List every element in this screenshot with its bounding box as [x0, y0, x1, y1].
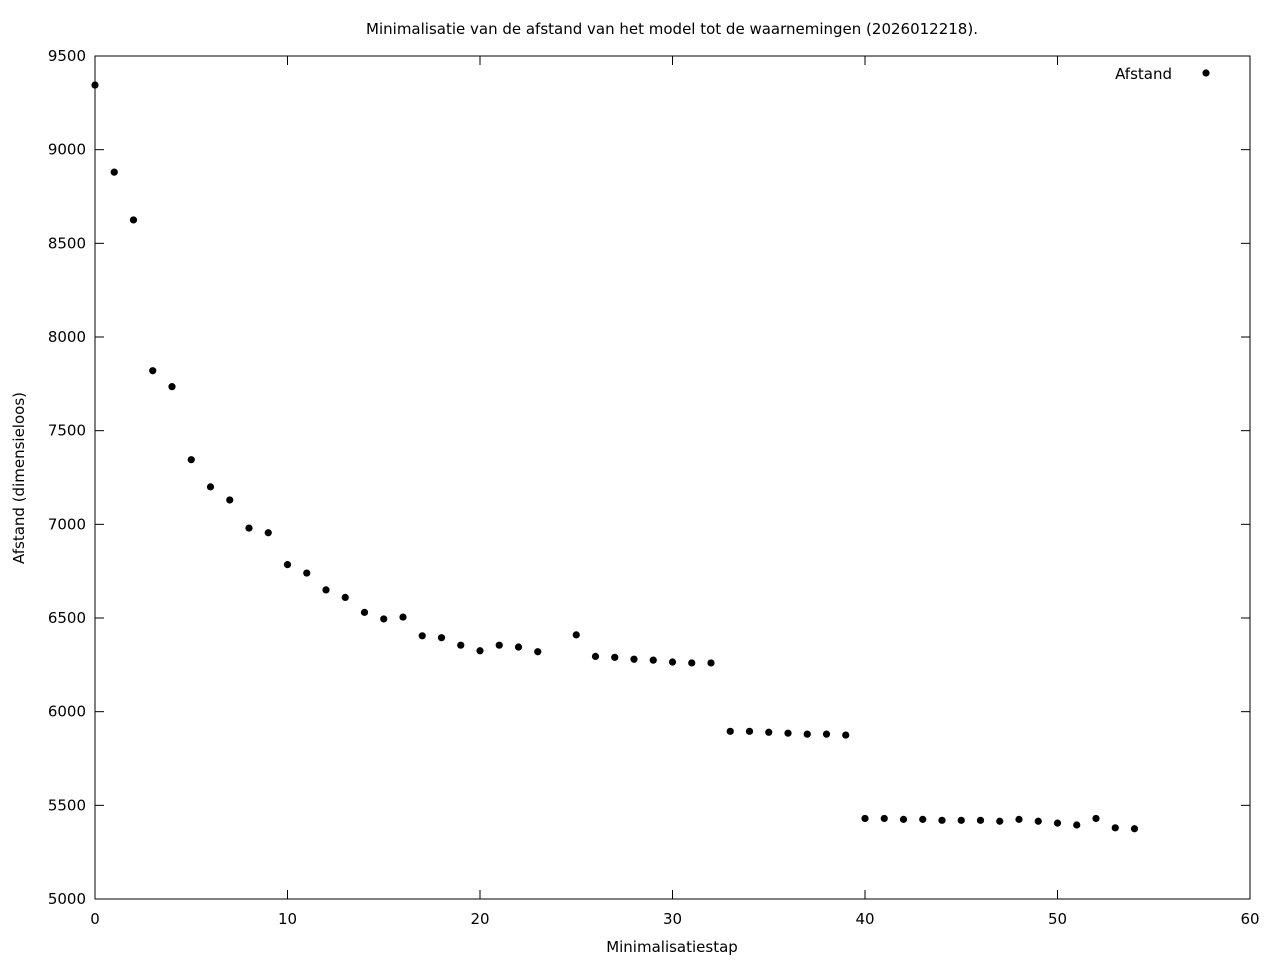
x-tick-label: 30	[663, 910, 682, 928]
data-point	[899, 815, 908, 823]
y-tick-label: 9000	[48, 141, 86, 159]
y-tick-label: 8500	[48, 234, 86, 252]
data-point	[745, 727, 754, 735]
data-point	[168, 383, 176, 391]
data-point	[1111, 824, 1119, 832]
y-axis-label: Afstand (dimensieloos)	[10, 392, 28, 564]
data-point	[283, 561, 292, 569]
data-point	[880, 814, 888, 823]
data-point	[668, 658, 677, 666]
y-tick-label: 5500	[48, 796, 86, 814]
data-point	[110, 168, 118, 176]
y-tick-label: 5000	[48, 890, 86, 908]
data-point	[476, 647, 484, 655]
data-point	[591, 652, 600, 661]
data-point	[206, 483, 215, 491]
y-tick-label: 7500	[48, 422, 86, 440]
data-point	[688, 659, 696, 667]
data-point	[264, 529, 272, 537]
data-point	[360, 608, 369, 616]
data-point	[919, 815, 927, 823]
data-point	[1092, 814, 1100, 823]
data-point	[611, 653, 619, 661]
data-point	[1015, 815, 1023, 823]
x-tick-label: 10	[278, 910, 297, 928]
data-point	[187, 456, 195, 464]
data-point	[149, 367, 157, 375]
x-tick-label: 0	[90, 910, 100, 928]
y-axis: 5000 5500 6000 6500 7000 7500 8000 8500 9000 9500	[48, 47, 1250, 908]
data-point	[861, 814, 869, 823]
data-point	[341, 593, 349, 601]
x-tick-label: 40	[855, 910, 874, 928]
data-point	[842, 731, 850, 739]
data-point	[322, 586, 330, 594]
x-tick-label: 50	[1048, 910, 1067, 928]
data-point	[418, 632, 426, 640]
data-point	[572, 631, 580, 639]
data-point	[380, 615, 388, 623]
data-point	[726, 727, 734, 735]
data-point	[1053, 819, 1062, 827]
x-axis-label: Minimalisatiestap	[606, 938, 738, 956]
data-point	[784, 729, 792, 737]
data-point	[91, 81, 99, 89]
data-point	[457, 641, 465, 649]
chart-title: Minimalisatie van de afstand van het mod…	[366, 20, 978, 38]
data-point	[437, 634, 446, 642]
data-point	[822, 730, 831, 738]
plot-frame	[94, 55, 1251, 900]
data-point	[129, 216, 138, 224]
y-tick-label: 7000	[48, 515, 86, 533]
data-point	[514, 643, 523, 651]
data-point	[957, 816, 965, 824]
data-point	[245, 524, 253, 532]
data-point	[303, 569, 311, 577]
data-point	[1130, 825, 1139, 833]
data-point	[803, 730, 811, 738]
data-point	[534, 648, 542, 656]
data-point	[707, 659, 715, 667]
data-point	[399, 613, 407, 621]
data-point	[649, 656, 657, 664]
legend-marker	[1202, 69, 1210, 77]
legend: Afstand	[1115, 65, 1210, 83]
data-point	[765, 728, 773, 736]
data-point	[996, 817, 1004, 825]
data-point	[1034, 817, 1042, 825]
data-points	[91, 81, 1139, 833]
y-tick-label: 6500	[48, 609, 86, 627]
y-tick-label: 6000	[48, 703, 86, 721]
data-point	[1073, 821, 1081, 829]
data-point	[976, 816, 985, 824]
data-point	[630, 655, 638, 663]
data-point	[938, 816, 946, 824]
x-tick-label: 20	[470, 910, 489, 928]
y-tick-label: 8000	[48, 328, 86, 346]
data-point	[226, 496, 234, 504]
x-tick-label: 60	[1240, 910, 1259, 928]
y-tick-label: 9500	[48, 47, 86, 65]
data-point	[495, 641, 503, 649]
x-axis: 0 10 20 30 40 50 60	[90, 56, 1260, 928]
legend-label: Afstand	[1115, 65, 1172, 83]
